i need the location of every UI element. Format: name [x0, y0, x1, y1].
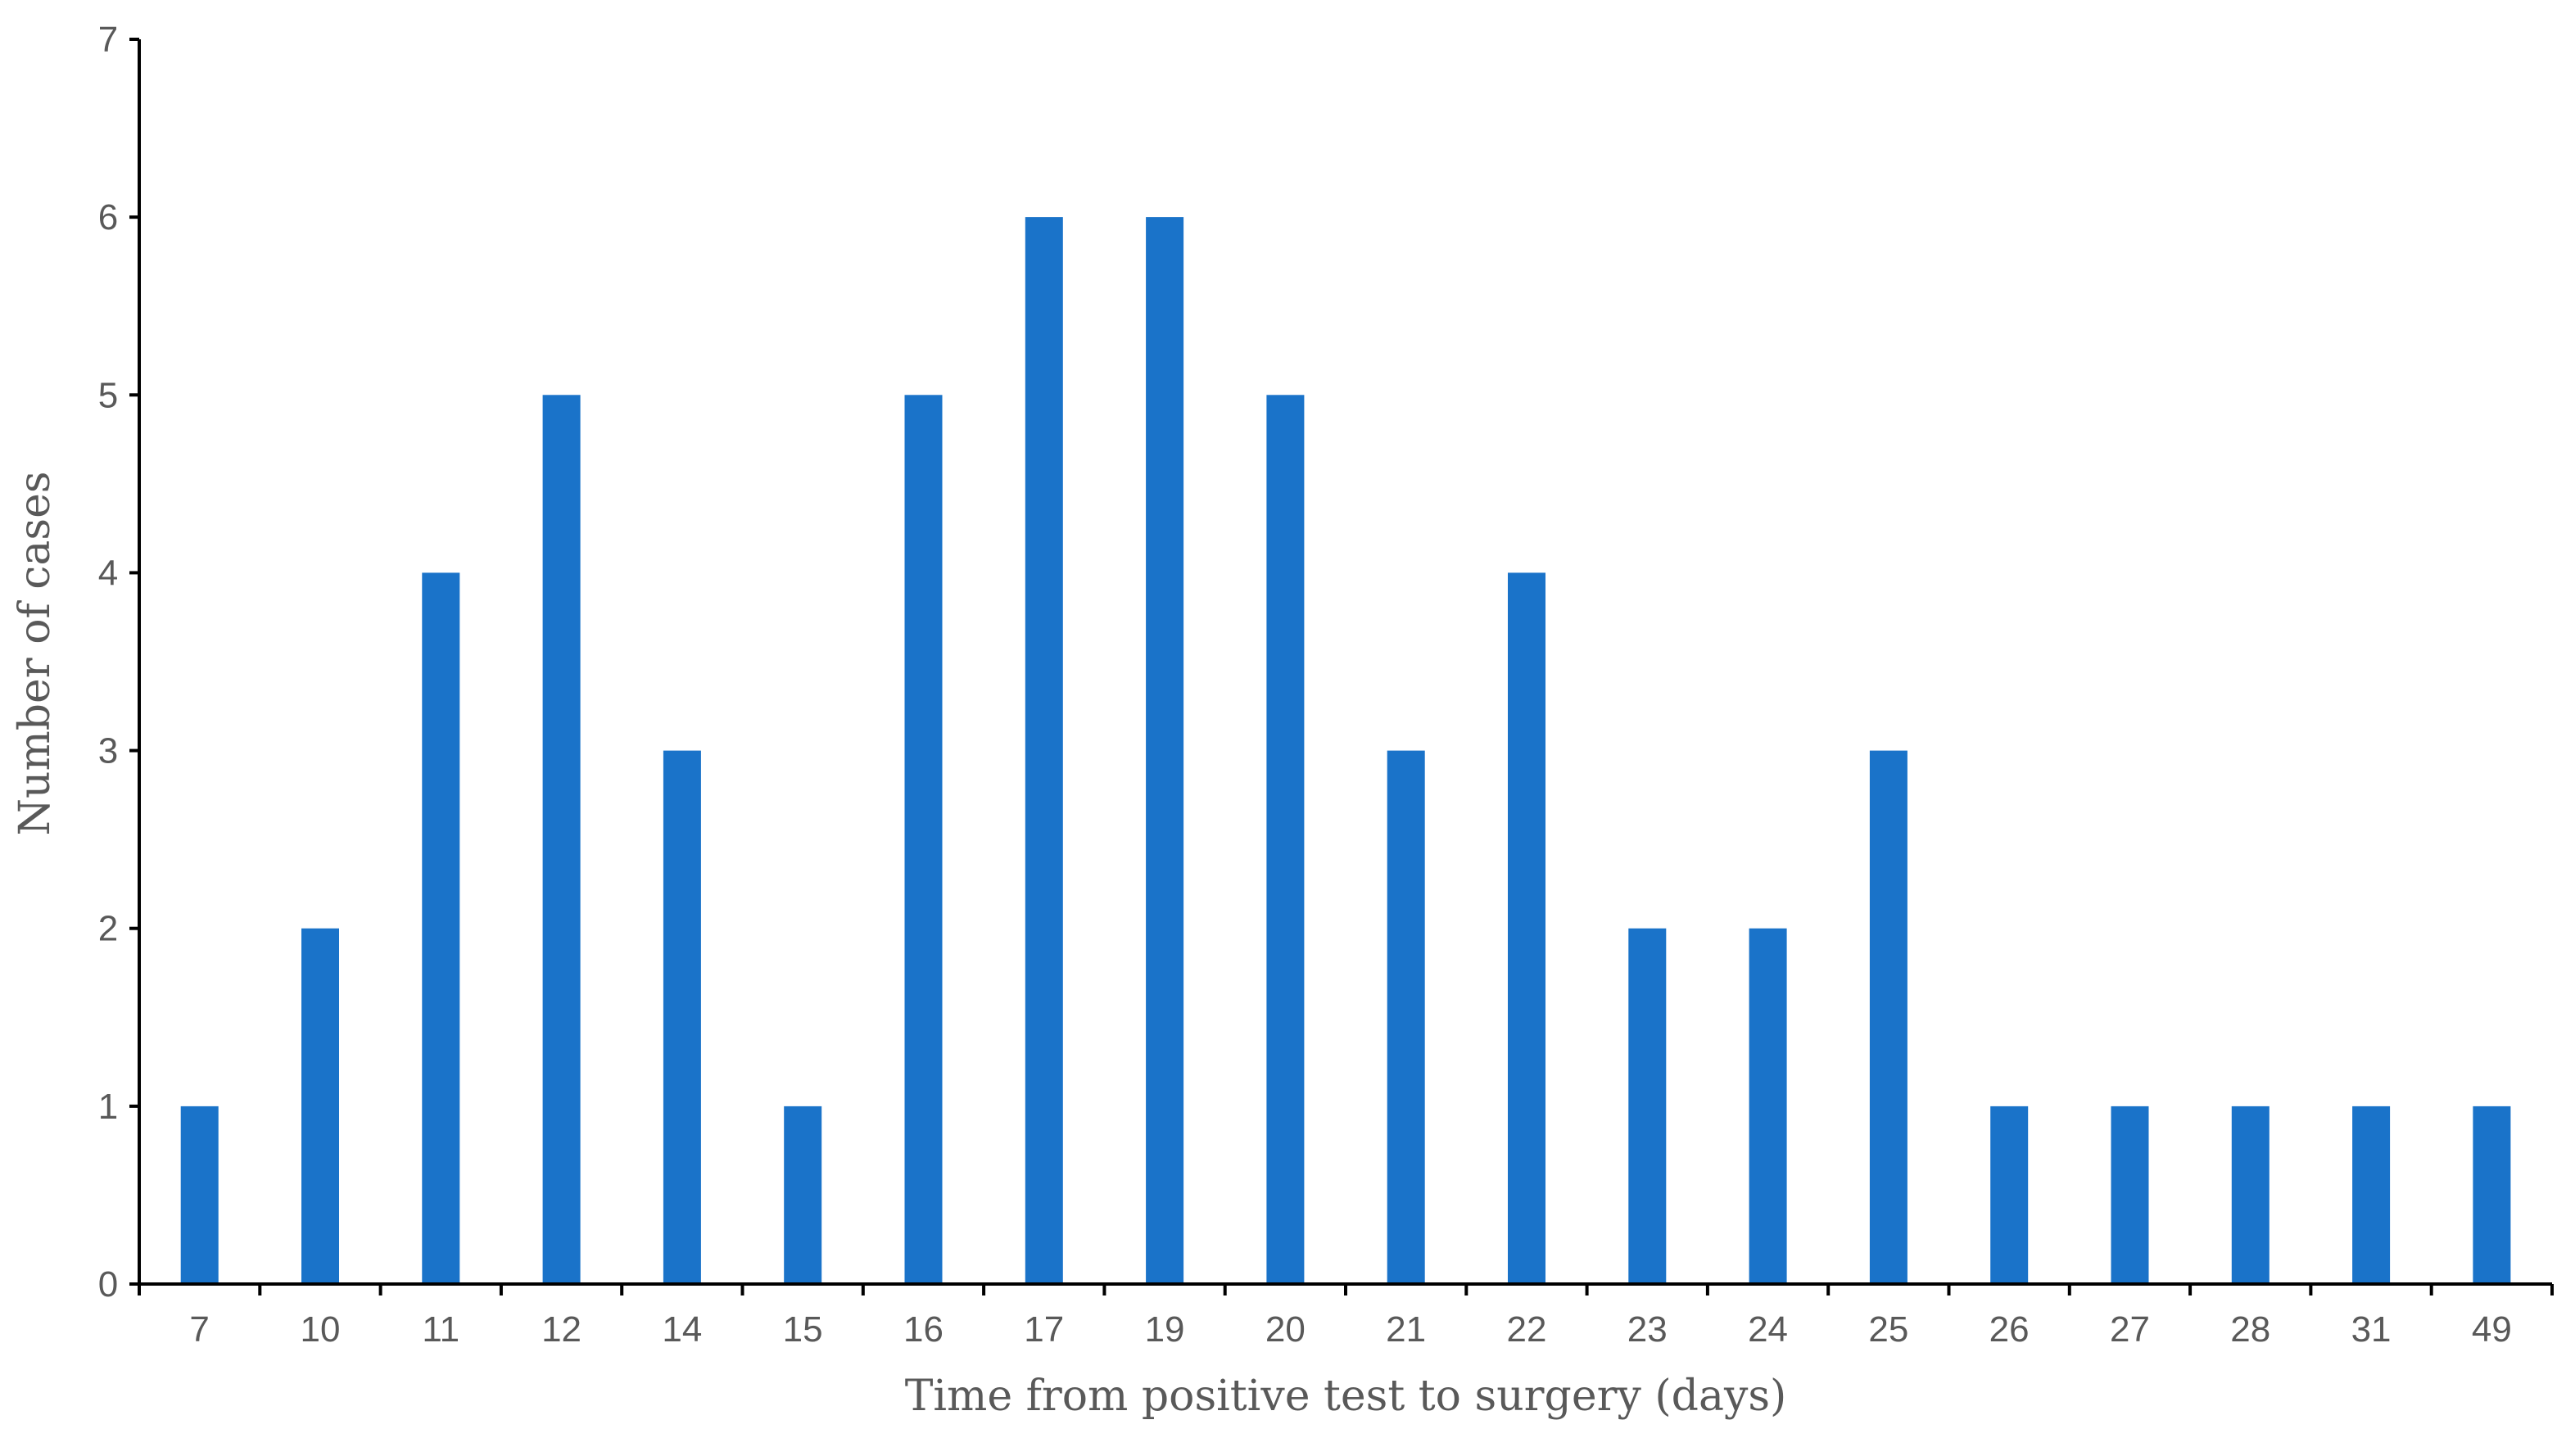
- x-tick-label: 21: [1386, 1309, 1426, 1350]
- x-tick-label: 7: [189, 1309, 209, 1350]
- y-tick-label: 5: [98, 375, 118, 415]
- x-tick-label: 16: [903, 1309, 944, 1350]
- bar-15: [784, 1106, 822, 1284]
- bar-49: [2473, 1106, 2511, 1284]
- axes-group: [129, 38, 2554, 1295]
- x-tick-label: 49: [2472, 1309, 2512, 1350]
- x-tick-label: 26: [1989, 1309, 2030, 1350]
- x-tick-label: 22: [1506, 1309, 1546, 1350]
- bar-19: [1146, 217, 1184, 1285]
- x-tick-label: 17: [1024, 1309, 1064, 1350]
- bar-23: [1628, 928, 1667, 1284]
- bar-26: [1990, 1106, 2029, 1284]
- y-tick-label: 6: [98, 197, 118, 237]
- x-axis-title: Time from positive test to surgery (days…: [905, 1372, 1787, 1421]
- x-tick-label: 11: [422, 1309, 459, 1350]
- bar-7: [180, 1106, 219, 1284]
- x-tick-label: 14: [662, 1309, 702, 1350]
- bar-24: [1749, 928, 1787, 1284]
- y-axis-title: Number of cases: [11, 471, 60, 835]
- y-tick-label: 1: [98, 1087, 118, 1127]
- x-tick-label: 28: [2230, 1309, 2270, 1350]
- x-tick-label: 23: [1627, 1309, 1668, 1350]
- bar-28: [2231, 1106, 2270, 1284]
- y-tick-label: 2: [98, 909, 118, 949]
- x-tick-label: 12: [541, 1309, 582, 1350]
- y-tick-label: 0: [98, 1264, 118, 1305]
- x-tick-label: 27: [2110, 1309, 2150, 1350]
- bar-25: [1869, 750, 1907, 1284]
- bar-20: [1266, 395, 1305, 1284]
- x-tick-label: 15: [783, 1309, 823, 1350]
- x-tick-label: 10: [300, 1309, 340, 1350]
- x-tick-label: 25: [1868, 1309, 1908, 1350]
- x-tick-label: 24: [1748, 1309, 1788, 1350]
- bar-12: [542, 395, 581, 1284]
- y-tick-label: 4: [98, 553, 118, 593]
- x-tick-label: 31: [2351, 1309, 2392, 1350]
- bar-22: [1508, 572, 1545, 1284]
- x-tick-label: 20: [1265, 1309, 1306, 1350]
- bar-27: [2111, 1106, 2149, 1284]
- bar-16: [904, 395, 943, 1284]
- bar-31: [2352, 1106, 2391, 1284]
- y-tick-label: 7: [98, 20, 118, 60]
- bar-10: [301, 928, 339, 1284]
- x-tick-label: 19: [1145, 1309, 1185, 1350]
- bar-14: [663, 750, 701, 1284]
- bar-21: [1387, 750, 1425, 1284]
- bar-17: [1025, 217, 1063, 1285]
- y-tick-label: 3: [98, 731, 118, 771]
- bar-11: [422, 572, 460, 1284]
- bars-group: [180, 217, 2511, 1285]
